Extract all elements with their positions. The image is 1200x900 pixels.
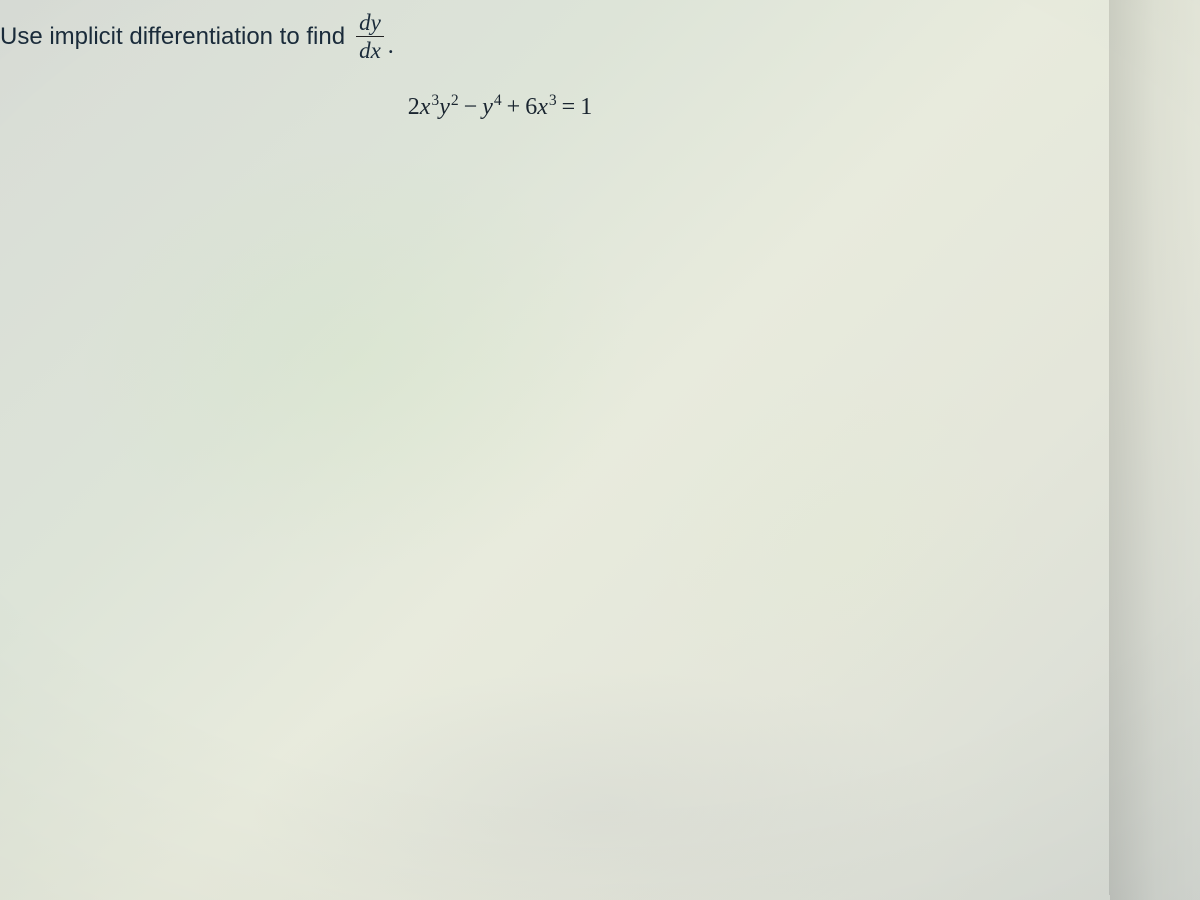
fraction-denominator: dx [356,36,384,63]
screen-glare [0,0,1200,900]
screen-vignette [0,0,1200,900]
problem-content: Use implicit differentiation to find dy … [0,0,1100,121]
period: . [388,33,394,60]
fraction-numerator: dy [355,10,385,36]
page-shadow [1110,0,1200,900]
instruction-text: Use implicit differentiation to find [0,23,345,51]
derivative-fraction: dy dx [355,10,385,64]
instruction-line: Use implicit differentiation to find dy … [0,10,1100,64]
problem-page: Use implicit differentiation to find dy … [0,0,1200,900]
equation: 2x3y2−y4+6x3=1 [0,92,1100,121]
